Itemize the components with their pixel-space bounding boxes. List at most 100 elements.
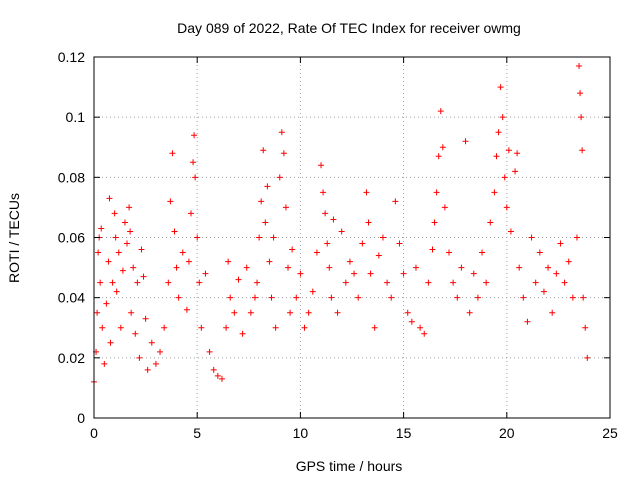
data-point — [144, 366, 151, 373]
data-point — [313, 249, 320, 256]
data-point — [99, 324, 106, 331]
y-tick-label: 0.1 — [66, 109, 86, 125]
data-point — [227, 294, 234, 301]
y-tick-label: 0.12 — [58, 49, 85, 65]
data-point — [569, 294, 576, 301]
data-point — [501, 174, 508, 181]
x-tick-label: 25 — [602, 425, 618, 441]
data-point — [584, 354, 591, 361]
data-point — [540, 288, 547, 295]
data-point — [239, 330, 246, 337]
data-point — [112, 234, 119, 241]
data-point — [247, 309, 254, 316]
data-point — [194, 234, 201, 241]
data-point — [140, 273, 147, 280]
data-point — [101, 360, 108, 367]
data-point — [516, 264, 523, 271]
data-point — [582, 324, 589, 331]
data-point — [557, 240, 564, 247]
data-point — [272, 324, 279, 331]
data-point — [256, 234, 263, 241]
data-point — [388, 294, 395, 301]
data-points — [91, 63, 591, 385]
data-point — [359, 240, 366, 247]
x-tick-label: 0 — [90, 425, 98, 441]
data-point — [573, 234, 580, 241]
data-point — [458, 264, 465, 271]
data-point — [408, 318, 415, 325]
data-point — [243, 264, 250, 271]
data-point — [379, 234, 386, 241]
data-point — [328, 294, 335, 301]
data-point — [107, 339, 114, 346]
data-point — [503, 204, 510, 211]
data-point — [577, 90, 584, 97]
data-point — [346, 258, 353, 265]
data-point — [171, 228, 178, 235]
data-point — [188, 210, 195, 217]
data-point — [113, 288, 120, 295]
data-point — [404, 309, 411, 316]
data-point — [450, 279, 457, 286]
data-point — [351, 270, 358, 277]
data-point — [105, 258, 112, 265]
data-point — [334, 309, 341, 316]
data-point — [121, 219, 128, 226]
x-tick-labels: 0 5 10 15 20 25 — [90, 425, 618, 441]
data-point — [375, 252, 382, 259]
data-point — [293, 294, 300, 301]
data-point — [367, 270, 374, 277]
data-point — [392, 198, 399, 205]
data-point — [106, 195, 113, 202]
data-point — [579, 147, 586, 154]
data-point — [514, 150, 521, 157]
data-point — [396, 240, 403, 247]
data-point — [322, 210, 329, 217]
data-point — [98, 225, 105, 232]
data-point — [202, 270, 209, 277]
data-point — [289, 246, 296, 253]
data-point — [127, 228, 134, 235]
data-point — [223, 324, 230, 331]
data-point — [553, 270, 560, 277]
data-point — [175, 294, 182, 301]
data-point — [487, 219, 494, 226]
data-point — [264, 183, 271, 190]
data-point — [532, 279, 539, 286]
y-tick-label: 0.08 — [58, 169, 85, 185]
y-tick-label: 0 — [77, 410, 85, 426]
data-point — [132, 330, 139, 337]
data-point — [338, 228, 345, 235]
data-point — [431, 219, 438, 226]
data-point — [466, 309, 473, 316]
data-point — [429, 246, 436, 253]
data-point — [235, 276, 242, 283]
data-point — [400, 270, 407, 277]
data-point — [536, 249, 543, 256]
data-point — [152, 360, 159, 367]
data-point — [421, 330, 428, 337]
data-point — [126, 204, 133, 211]
data-point — [491, 189, 498, 196]
data-point — [545, 264, 552, 271]
data-point — [446, 249, 453, 256]
data-point — [218, 375, 225, 382]
data-point — [134, 279, 141, 286]
data-point — [97, 279, 104, 286]
data-point — [355, 294, 362, 301]
y-tick-label: 0.04 — [58, 290, 85, 306]
x-tick-label: 15 — [396, 425, 412, 441]
data-point — [191, 132, 198, 139]
data-point — [276, 174, 283, 181]
data-point — [520, 294, 527, 301]
data-point — [507, 228, 514, 235]
data-point — [505, 147, 512, 154]
data-point — [278, 129, 285, 136]
data-point — [185, 258, 192, 265]
data-point — [318, 162, 325, 169]
data-point — [258, 198, 265, 205]
data-point — [470, 270, 477, 277]
data-point — [305, 309, 312, 316]
data-point — [342, 279, 349, 286]
y-tick-label: 0.06 — [58, 230, 85, 246]
